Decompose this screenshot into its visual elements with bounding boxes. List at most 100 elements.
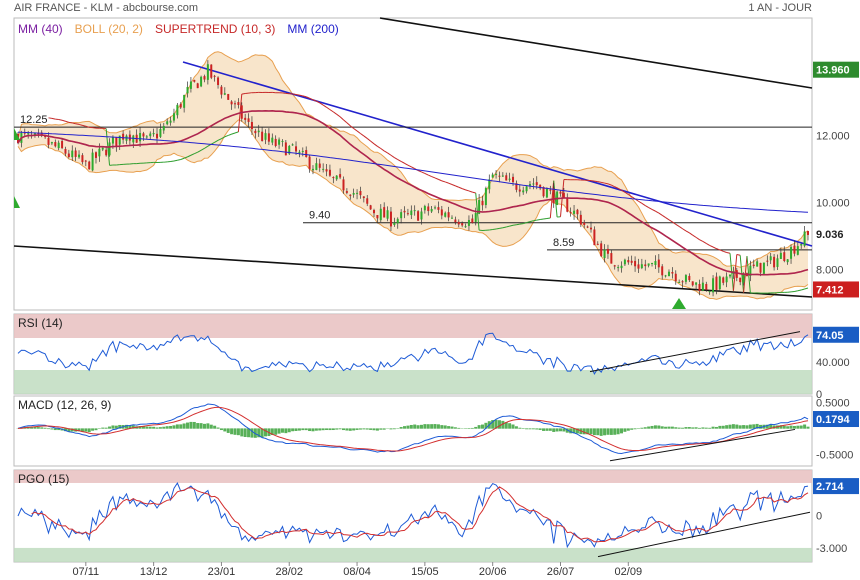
macd-histogram-bar xyxy=(389,428,393,430)
macd-histogram-bar xyxy=(542,428,546,431)
pgo-trendline xyxy=(597,511,811,558)
bollinger-band-fill xyxy=(18,51,808,300)
macd-histogram-bar xyxy=(118,424,122,429)
supertrend-segment xyxy=(655,210,660,214)
supertrend-segment xyxy=(197,149,202,153)
candle-body xyxy=(91,152,94,171)
candle-body xyxy=(213,75,216,77)
candle-body xyxy=(762,262,765,274)
macd-histogram-bar xyxy=(226,428,230,433)
candle-body xyxy=(318,163,321,168)
supertrend-segment xyxy=(614,186,619,189)
supertrend-segment xyxy=(692,234,697,238)
macd-histogram-bar xyxy=(219,428,223,431)
supertrend-segment xyxy=(665,217,670,221)
macd-histogram-bar xyxy=(87,428,91,433)
candle-body xyxy=(139,133,142,142)
macd-histogram-bar xyxy=(382,428,386,430)
macd-histogram-bar xyxy=(63,428,67,432)
macd-histogram-bar xyxy=(803,424,807,429)
supertrend-segment xyxy=(333,111,338,115)
rsi-last-bg xyxy=(813,326,859,343)
macd-histogram-bar xyxy=(236,428,240,436)
candle-body xyxy=(481,200,484,206)
macd-histogram-bar xyxy=(40,427,44,429)
pgo-line xyxy=(17,482,809,549)
supertrend-segment xyxy=(502,226,507,229)
macd-histogram-bar xyxy=(277,428,281,434)
macd-histogram-bar xyxy=(508,423,512,429)
candle-body xyxy=(172,113,175,121)
macd-histogram-bar xyxy=(742,425,746,429)
supertrend-segment xyxy=(353,128,358,132)
macd-histogram-bar xyxy=(358,428,362,430)
macd-histogram-bar xyxy=(752,424,756,429)
macd-histogram-bar xyxy=(484,422,488,429)
descending-trendline xyxy=(182,61,813,247)
macd-histogram-bar xyxy=(325,428,329,431)
macd-histogram-bar xyxy=(94,428,98,431)
bollinger-lower-line xyxy=(17,119,809,300)
macd-histogram-bar xyxy=(423,424,427,429)
candle-body xyxy=(142,133,145,137)
rsi-line xyxy=(17,332,809,375)
macd-histogram-bar xyxy=(253,428,257,438)
macd-histogram-bar xyxy=(409,424,413,429)
supertrend-segment xyxy=(217,138,222,141)
supertrend-segment xyxy=(363,135,368,139)
candle-body xyxy=(352,193,355,195)
candle-body xyxy=(712,278,715,293)
supertrend-segment xyxy=(390,154,395,158)
macd-histogram-bar xyxy=(494,419,498,429)
supertrend-segment xyxy=(177,159,181,161)
macd-histogram-bar xyxy=(413,424,417,429)
candle-body xyxy=(569,212,572,214)
candle-body xyxy=(295,146,298,152)
main-ytick-1: 10.000 xyxy=(816,198,850,210)
macd-histogram-bar xyxy=(335,428,339,430)
supertrend-segment xyxy=(797,289,802,292)
x-tick-label-4: 08/04 xyxy=(343,566,371,578)
candle-body xyxy=(74,150,77,157)
macd-histogram-bar xyxy=(406,425,410,429)
candle-body xyxy=(430,209,433,212)
macd-histogram-bar xyxy=(53,428,57,431)
supertrend-segment xyxy=(516,223,520,226)
macd-histogram-bar xyxy=(392,428,396,430)
candle-body xyxy=(57,142,60,149)
candle-body xyxy=(308,156,311,170)
candle-body xyxy=(362,196,365,199)
candle-body xyxy=(376,214,379,219)
candle-body xyxy=(461,223,464,226)
macd-histogram-bar xyxy=(660,426,664,429)
macd-histogram-bar xyxy=(677,427,681,429)
macd-histogram-bar xyxy=(745,425,749,429)
supertrend-segment xyxy=(65,120,70,123)
candle-body xyxy=(545,188,548,198)
candle-body xyxy=(393,222,396,225)
candle-body xyxy=(325,169,328,172)
macd-histogram-bar xyxy=(91,428,95,431)
macd-histogram-bar xyxy=(755,423,759,429)
buy-signal-arrow xyxy=(672,298,686,309)
candle-body xyxy=(471,218,474,223)
supertrend-segment xyxy=(204,145,209,149)
candle-body xyxy=(783,252,786,261)
candle-body xyxy=(647,263,650,266)
supertrend-segment xyxy=(322,104,327,108)
macd-histogram-bar xyxy=(535,428,539,430)
candle-body xyxy=(267,133,270,142)
supertrend-segment xyxy=(702,241,707,244)
supertrend-segment xyxy=(292,93,297,95)
candle-body xyxy=(579,214,582,225)
supertrend-segment xyxy=(441,180,446,183)
macd-histogram-bar xyxy=(436,424,440,429)
candle-body xyxy=(491,174,494,178)
candle-body xyxy=(400,212,403,219)
supertrend-segment xyxy=(526,221,531,224)
candle-body xyxy=(244,117,247,120)
macd-histogram-bar xyxy=(806,426,810,429)
macd-histogram-bar xyxy=(518,427,522,429)
macd-histogram-bar xyxy=(352,428,356,431)
candle-body xyxy=(684,275,687,282)
